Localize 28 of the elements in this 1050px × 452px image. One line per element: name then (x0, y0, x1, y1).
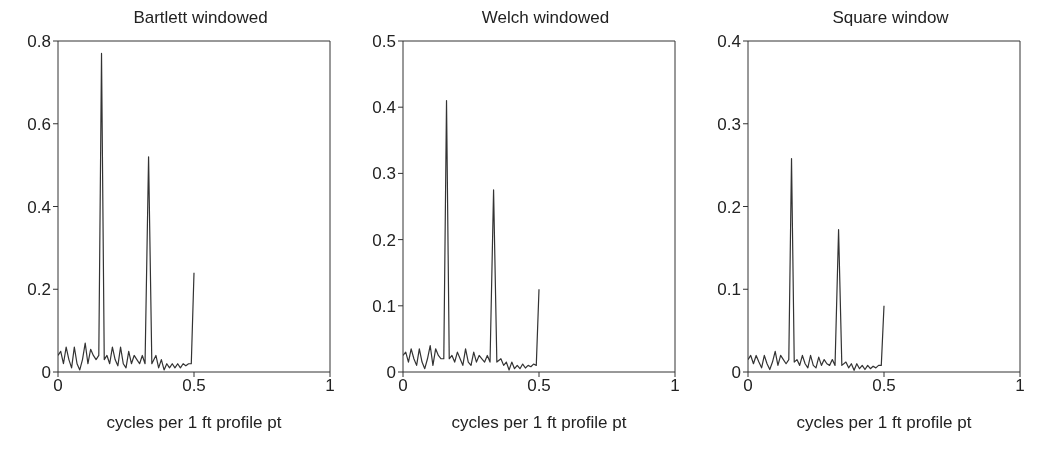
chart-title: Square window (831, 8, 950, 29)
x-tick-label: 0.5 (872, 376, 896, 396)
y-tick-label: 0.2 (27, 280, 51, 300)
x-axis-title: cycles per 1 ft profile pt (451, 413, 627, 432)
y-tick-label: 0.6 (27, 114, 51, 134)
y-tick-label: 0.3 (372, 164, 396, 184)
x-axis-title: cycles per 1 ft profile pt (796, 413, 972, 432)
x-tick-label: 0.5 (182, 376, 206, 396)
y-tick-label: 0.2 (372, 230, 396, 250)
y-tick-label: 0.3 (717, 114, 741, 134)
y-tick-label: 0.2 (717, 197, 741, 217)
x-tick-label: 1 (670, 376, 680, 396)
y-tick-label: 0.4 (717, 32, 741, 52)
chart-title: Bartlett windowed (132, 8, 269, 29)
y-tick-label: 0.4 (372, 98, 396, 118)
y-tick-label: 0.5 (372, 32, 396, 52)
y-tick-label: 0.1 (372, 296, 396, 316)
y-tick-label: 0.1 (717, 280, 741, 300)
y-tick-label: 0 (731, 363, 741, 383)
chart-title: Welch windowed (480, 8, 611, 29)
y-tick-label: 0 (386, 363, 396, 383)
y-tick-label: 0.4 (27, 197, 51, 217)
x-axis-title: cycles per 1 ft profile pt (106, 413, 282, 432)
y-tick-label: 0 (41, 363, 51, 383)
x-tick-label: 0.5 (527, 376, 551, 396)
y-tick-label: 0.8 (27, 32, 51, 52)
x-tick-label: 1 (325, 376, 335, 396)
x-tick-label: 1 (1015, 376, 1025, 396)
